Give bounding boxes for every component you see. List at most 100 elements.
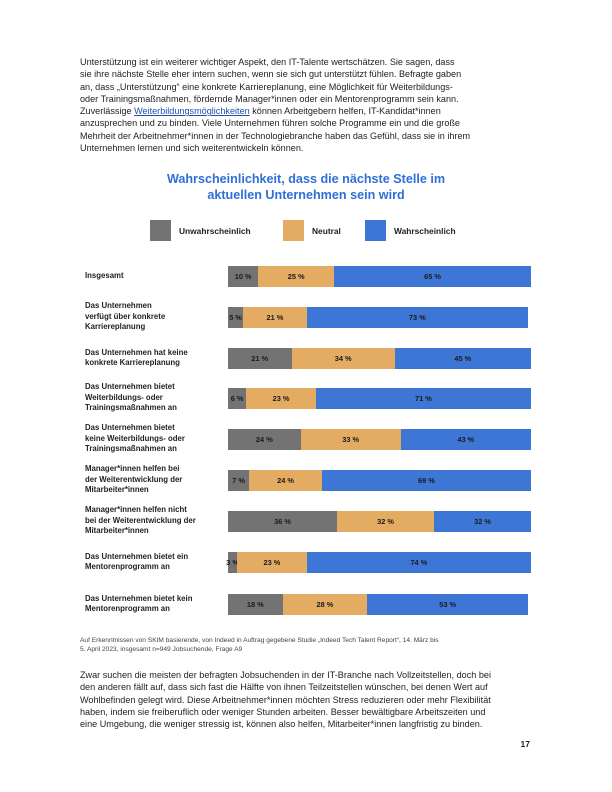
intro-line: sie ihre nächste Stelle eher intern such… <box>80 69 462 80</box>
bar-segment <box>291 347 395 369</box>
bar-row: 21 % 34 % 45 % <box>228 347 531 369</box>
category-label: Das Unternehmen bietet keine Weiterbildun… <box>85 419 225 459</box>
category-label-line: Insgesamt <box>85 270 124 280</box>
category-label: Das Unternehmen hat keine konkrete Karrie… <box>85 338 225 378</box>
category-label-line: Trainingsmaßnahmen an <box>85 403 177 413</box>
data-label: 23 % <box>263 557 281 567</box>
data-label: 25 % <box>287 271 305 281</box>
bar-row: 3 % 23 % 74 % <box>226 551 531 573</box>
data-label: 10 % <box>234 271 252 281</box>
bar-segment <box>315 387 531 409</box>
intro-line: Zuverlässige <box>80 106 135 117</box>
bar-segment <box>321 469 531 491</box>
bar-segment <box>228 428 301 450</box>
bar-segment <box>228 593 283 615</box>
data-label: 43 % <box>457 434 475 444</box>
data-label: 7 % <box>232 475 245 485</box>
data-label: 5 % <box>229 312 242 322</box>
bar-segment <box>249 469 322 491</box>
data-label: 53 % <box>439 599 457 609</box>
legend-label: Unwahrscheinlich <box>179 225 251 236</box>
data-label: 74 % <box>410 557 428 567</box>
bar-segment <box>300 428 401 450</box>
data-label: 21 % <box>251 353 269 363</box>
category-label-line: Mitarbeiter*innen <box>85 485 149 495</box>
bar-segment <box>394 347 531 369</box>
category-label-line: Mentorenprogramm an <box>85 604 170 613</box>
bar-row: 7 % 24 % 69 % <box>228 469 531 491</box>
data-label: 6 % <box>230 393 244 403</box>
category-label-line: Trainingsmaßnahmen an <box>85 444 177 454</box>
category-label-line: Mitarbeiter*innen <box>85 526 149 536</box>
bar-segment <box>243 306 307 328</box>
bar-row: 6 % 23 % 71 % <box>228 387 531 409</box>
data-label: 32 % <box>377 516 394 526</box>
data-label: 45 % <box>454 353 472 363</box>
data-label: 24 % <box>255 434 273 444</box>
bar-segment <box>258 265 335 287</box>
intro-line: können Arbeitgebern helfen, IT-Kandidat*… <box>249 106 441 117</box>
category-label-line: konkrete Karriereplanung <box>85 358 180 367</box>
data-label: 23 % <box>272 393 290 403</box>
legend-item: Neutral <box>283 220 341 241</box>
category-label: Das Unternehmen bietet Weiterbildungs- od… <box>85 378 225 418</box>
training-opportunities-link[interactable]: Weiterbildungsmöglichkeiten <box>134 106 250 117</box>
data-label: 73 % <box>408 312 426 322</box>
data-label: 18 % <box>246 599 264 609</box>
category-label-line: Das Unternehmen bietet <box>85 382 175 392</box>
category-label-line: Das Unternehmen bietet <box>85 423 175 433</box>
legend-label: Neutral <box>312 225 341 236</box>
intro-line: Mehrheit der Arbeitnehmer*innen in der T… <box>80 130 471 141</box>
data-label: 69 % <box>418 475 435 485</box>
closing-line: eine Umgebung, die weniger stressig ist,… <box>80 719 483 730</box>
category-label: Manager*innen helfen bei der Weiterentwic… <box>85 460 225 500</box>
intro-line: Unternehmen lernen und sich weiterentwic… <box>80 143 304 154</box>
category-label: Das Unternehmen verfügt über konkrete Karr… <box>85 297 225 337</box>
intro-line: an, dass „Unterstützung“ eine konkrete K… <box>80 81 453 92</box>
page-number: 17 <box>520 739 530 749</box>
chart-title-line: aktuellen Unternehmen sein wird <box>207 188 405 202</box>
category-label: Das Unternehmen bietet kein Mentorenprogr… <box>85 584 225 624</box>
category-label-line: Karriereplanung <box>85 322 146 332</box>
category-label-line: Weiterbildungs- oder <box>85 392 163 402</box>
category-label-line: der Weiterentwicklung der <box>85 474 183 484</box>
bar-segment <box>228 469 250 491</box>
bar-segment <box>228 551 238 573</box>
intro-line: Unterstützung ist ein weiterer wichtiger… <box>80 57 455 67</box>
bar-segment <box>228 387 247 409</box>
bar-segment <box>306 551 531 573</box>
data-label: 32 % <box>474 516 491 526</box>
bar-segment <box>337 510 435 532</box>
legend-swatch <box>365 220 386 241</box>
bar-row: 10 % 25 % 65 % <box>228 265 531 287</box>
bar-segment <box>237 551 307 573</box>
closing-line: Wohlbefinden gelegt wird. Diese Arbeitne… <box>80 694 491 705</box>
closing-line: den anderen fällt auf, dass sich fast di… <box>80 682 488 693</box>
data-label: 3 % <box>226 557 239 567</box>
bar-segment <box>367 593 528 615</box>
data-label: 33 % <box>342 434 360 444</box>
category-label-line: Manager*innen helfen nicht <box>85 505 187 515</box>
data-label: 34 % <box>334 353 352 363</box>
data-label: 21 % <box>266 312 284 322</box>
bar-segment <box>434 510 531 532</box>
data-label: 36 % <box>274 516 291 526</box>
intro-line: oder Trainingsmaßnahmen, fördernde Manag… <box>80 93 459 104</box>
legend-label: Wahrscheinlich <box>394 225 456 236</box>
chart-title-line: Wahrscheinlichkeit, dass die nächste Ste… <box>166 172 446 186</box>
chart-title: Wahrscheinlichkeit, dass die nächste Ste… <box>80 171 532 203</box>
bar-segment <box>334 265 531 287</box>
closing-line: Zwar suchen die meisten der befragten Jo… <box>80 670 491 680</box>
legend-item: Wahrscheinlich <box>365 220 456 241</box>
legend-swatch <box>283 220 304 241</box>
bar-segment <box>246 387 316 409</box>
source-note: Auf Erkenntnissen von SKIM basierende, v… <box>80 636 532 654</box>
bar-segment <box>228 510 338 532</box>
category-label-line: Das Unternehmen <box>85 301 152 311</box>
legend-swatch <box>150 220 171 241</box>
category-label-line: verfügt über konkrete <box>85 311 166 321</box>
bar-segment <box>228 347 292 369</box>
bar-segment <box>228 265 259 287</box>
category-label-line: Das Unternehmen hat keine <box>85 347 188 357</box>
category-label-line: Das Unternehmen bietet kein <box>85 593 193 603</box>
